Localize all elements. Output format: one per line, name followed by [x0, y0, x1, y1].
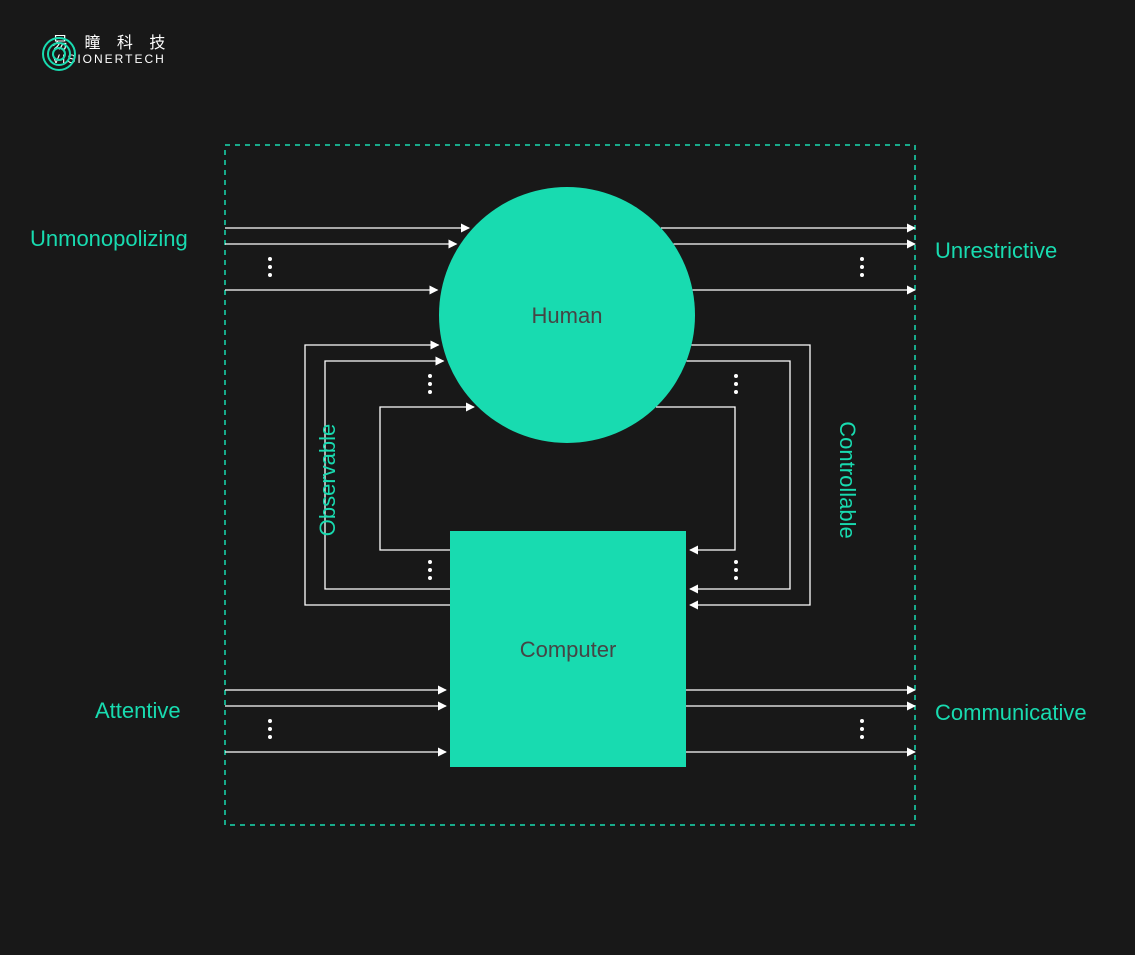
ellipsis-dot — [734, 568, 738, 572]
ellipsis-dot — [268, 735, 272, 739]
diagram-svg: Human Computer Observable Controllable — [0, 0, 1135, 955]
ellipsis-dot — [268, 719, 272, 723]
ellipsis-dot — [734, 382, 738, 386]
ellipsis-dot — [860, 735, 864, 739]
ellipsis-dot — [860, 727, 864, 731]
ellipsis-dot — [860, 719, 864, 723]
ellipsis-dot — [428, 560, 432, 564]
ellipsis-dot — [428, 390, 432, 394]
ellipsis-dot — [268, 273, 272, 277]
ellipsis-dot — [428, 382, 432, 386]
ellipsis-dot — [268, 257, 272, 261]
ellipsis-dot — [734, 576, 738, 580]
ellipsis-dot — [734, 374, 738, 378]
ellipsis-dot — [734, 560, 738, 564]
label-observable: Observable — [315, 424, 340, 537]
computer-node-label: Computer — [520, 637, 617, 662]
ellipsis-dot — [268, 265, 272, 269]
human-node-label: Human — [532, 303, 603, 328]
diagram-canvas: 易 瞳 科 技 VISIONERTECH Unmonopolizing Unre… — [0, 0, 1135, 955]
ellipsis-dot — [734, 390, 738, 394]
ellipsis-dot — [860, 265, 864, 269]
ellipsis-dot — [268, 727, 272, 731]
ellipsis-dot — [428, 568, 432, 572]
ellipsis-dot — [428, 374, 432, 378]
ellipsis-dot — [860, 273, 864, 277]
label-controllable: Controllable — [835, 421, 860, 538]
ellipsis-dot — [860, 257, 864, 261]
ellipsis-dot — [428, 576, 432, 580]
